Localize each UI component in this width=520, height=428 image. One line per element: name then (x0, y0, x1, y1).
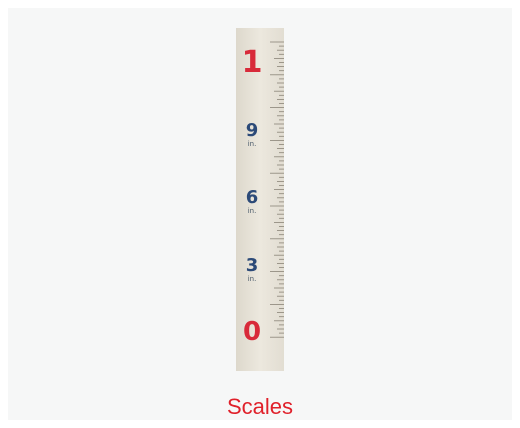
ruler-unit: in. (248, 140, 257, 148)
ruler-number: 9 (246, 120, 259, 141)
ruler-unit: in. (248, 275, 257, 283)
ruler-number: 6 (246, 187, 259, 208)
ruler-number: 3 (246, 255, 259, 276)
ruler-unit: in. (248, 207, 257, 215)
ruler-number: 0 (243, 317, 261, 347)
product-image: 1 9 in. 6 in. 3 in. 0 Scales (0, 0, 520, 428)
ruler-number: 1 (242, 45, 263, 80)
caption[interactable]: Scales (227, 394, 293, 419)
